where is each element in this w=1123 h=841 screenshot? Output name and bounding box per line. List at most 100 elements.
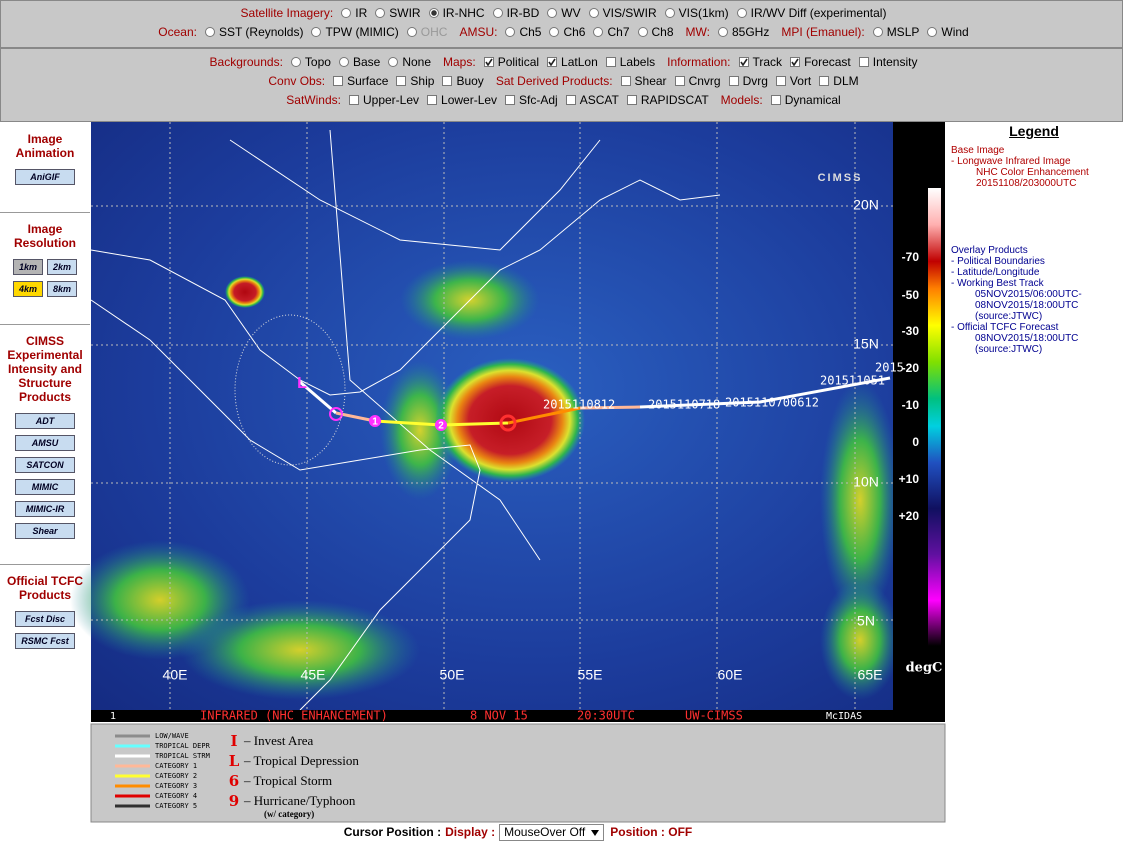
option-label[interactable]: IR bbox=[355, 6, 368, 20]
option-label[interactable]: Political bbox=[497, 55, 540, 69]
radio-button[interactable] bbox=[375, 8, 386, 18]
checkbox[interactable] bbox=[620, 76, 631, 86]
option-label[interactable]: Topo bbox=[304, 55, 331, 69]
option-label[interactable]: Labels bbox=[619, 55, 656, 69]
checkbox[interactable] bbox=[483, 57, 494, 67]
option-label[interactable]: Shear bbox=[634, 74, 667, 88]
option-label[interactable]: Ship bbox=[410, 74, 435, 88]
sidebar-button[interactable]: Shear bbox=[15, 523, 75, 539]
checkbox[interactable] bbox=[626, 95, 637, 105]
option-label[interactable]: RAPIDSCAT bbox=[640, 93, 709, 107]
sidebar-button[interactable]: 4km bbox=[13, 281, 43, 297]
colorbar-label: -70 bbox=[902, 250, 920, 264]
option-label[interactable]: MSLP bbox=[886, 25, 920, 39]
radio-button[interactable] bbox=[428, 8, 439, 18]
option-label[interactable]: Lower-Lev bbox=[441, 93, 498, 107]
radio-button[interactable] bbox=[204, 27, 215, 37]
checkbox[interactable] bbox=[674, 76, 685, 86]
option-label[interactable]: IR/WV Diff (experimental) bbox=[750, 6, 887, 20]
option-label[interactable]: Upper-Lev bbox=[362, 93, 420, 107]
sidebar-button[interactable]: MIMIC bbox=[15, 479, 75, 495]
sidebar-button[interactable]: AMSU bbox=[15, 435, 75, 451]
sidebar-section: Image Animation AniGIF bbox=[0, 122, 90, 213]
option-label[interactable]: None bbox=[402, 55, 431, 69]
checkbox[interactable] bbox=[775, 76, 786, 86]
option-label[interactable]: Sfc-Adj bbox=[519, 93, 558, 107]
radio-button[interactable] bbox=[311, 27, 322, 37]
checkbox[interactable] bbox=[427, 95, 438, 105]
option-label[interactable]: IR-BD bbox=[506, 6, 540, 20]
radio-button[interactable] bbox=[547, 8, 558, 18]
radio-button[interactable] bbox=[637, 27, 648, 37]
option-label[interactable]: Track bbox=[752, 55, 783, 69]
sidebar-button[interactable]: Fcst Disc bbox=[15, 611, 75, 627]
radio-button[interactable] bbox=[593, 27, 604, 37]
radio-button[interactable] bbox=[492, 8, 503, 18]
radio-button[interactable] bbox=[927, 27, 938, 37]
option-label[interactable]: Ch6 bbox=[563, 25, 586, 39]
option-label[interactable]: Ch7 bbox=[607, 25, 630, 39]
option-label[interactable]: TPW (MIMIC) bbox=[325, 25, 399, 39]
option-label[interactable]: VIS(1km) bbox=[678, 6, 729, 20]
option-label[interactable]: Base bbox=[352, 55, 381, 69]
radio-button[interactable] bbox=[664, 8, 675, 18]
radio-button[interactable] bbox=[717, 27, 728, 37]
checkbox[interactable] bbox=[770, 95, 781, 105]
radio-button[interactable] bbox=[290, 57, 301, 67]
sidebar-button[interactable]: MIMIC-IR bbox=[15, 501, 75, 517]
sidebar-button[interactable]: 8km bbox=[47, 281, 77, 297]
radio-button[interactable] bbox=[736, 8, 747, 18]
option-label[interactable]: Intensity bbox=[872, 55, 918, 69]
option-label[interactable]: DLM bbox=[833, 74, 859, 88]
checkbox[interactable] bbox=[738, 57, 749, 67]
sidebar-button[interactable]: AniGIF bbox=[15, 169, 75, 185]
checkbox[interactable] bbox=[605, 57, 616, 67]
option-label[interactable]: Forecast bbox=[804, 55, 851, 69]
option-label[interactable]: 85GHz bbox=[731, 25, 770, 39]
checkbox[interactable] bbox=[442, 76, 453, 86]
option-label[interactable]: SWIR bbox=[389, 6, 421, 20]
option-label[interactable]: SST (Reynolds) bbox=[218, 25, 304, 39]
sidebar-button[interactable]: 1km bbox=[13, 259, 43, 275]
option-label[interactable]: ASCAT bbox=[579, 93, 619, 107]
option-label[interactable]: Vort bbox=[789, 74, 812, 88]
option-label[interactable]: Dvrg bbox=[742, 74, 768, 88]
radio-button[interactable] bbox=[588, 8, 599, 18]
radio-button[interactable] bbox=[406, 27, 417, 37]
sidebar-button[interactable]: RSMC Fcst bbox=[15, 633, 75, 649]
radio-button[interactable] bbox=[505, 27, 516, 37]
sidebar-button[interactable]: 2km bbox=[47, 259, 77, 275]
radio-button[interactable] bbox=[341, 8, 352, 18]
option-label[interactable]: Wind bbox=[941, 25, 969, 39]
radio-button[interactable] bbox=[549, 27, 560, 37]
checkbox[interactable] bbox=[505, 95, 516, 105]
sidebar-button[interactable]: ADT bbox=[15, 413, 75, 429]
radio-button[interactable] bbox=[338, 57, 349, 67]
checkbox[interactable] bbox=[819, 76, 830, 86]
checkbox[interactable] bbox=[396, 76, 407, 86]
checkbox[interactable] bbox=[790, 57, 801, 67]
option-label[interactable]: VIS/SWIR bbox=[602, 6, 657, 20]
radio-button[interactable] bbox=[388, 57, 399, 67]
option-label[interactable]: LatLon bbox=[561, 55, 598, 69]
option-label[interactable]: Ch8 bbox=[651, 25, 674, 39]
radio-button[interactable] bbox=[872, 27, 883, 37]
option-label[interactable]: Ch5 bbox=[519, 25, 542, 39]
checkbox[interactable] bbox=[728, 76, 739, 86]
lon-label: 55E bbox=[578, 667, 603, 683]
option-label[interactable]: OHC bbox=[420, 25, 448, 39]
option-label[interactable]: WV bbox=[561, 6, 581, 20]
checkbox[interactable] bbox=[858, 57, 869, 67]
checkbox[interactable] bbox=[348, 95, 359, 105]
checkbox[interactable] bbox=[565, 95, 576, 105]
checkbox[interactable] bbox=[547, 57, 558, 67]
display-select[interactable]: MouseOver Off bbox=[499, 824, 605, 841]
option-label[interactable]: Dynamical bbox=[784, 93, 841, 107]
logo: CIMSS bbox=[818, 172, 863, 184]
option-label[interactable]: Cnvrg bbox=[688, 74, 721, 88]
option-label[interactable]: Buoy bbox=[456, 74, 484, 88]
sidebar-button[interactable]: SATCON bbox=[15, 457, 75, 473]
option-label[interactable]: Surface bbox=[347, 74, 389, 88]
option-label[interactable]: IR-NHC bbox=[442, 6, 485, 20]
checkbox[interactable] bbox=[333, 76, 344, 86]
